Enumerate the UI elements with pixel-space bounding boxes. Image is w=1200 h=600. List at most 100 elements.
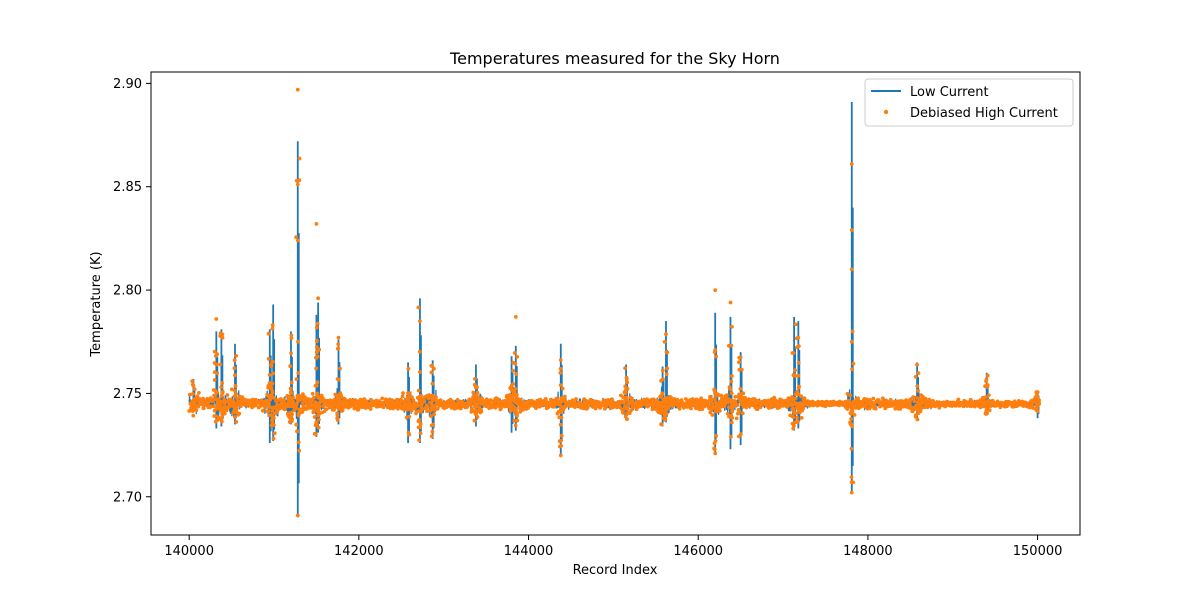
high-current-point	[289, 351, 293, 355]
high-current-point	[275, 409, 280, 413]
high-current-point	[404, 415, 409, 420]
high-current-point	[314, 366, 318, 371]
high-current-point	[659, 422, 664, 427]
high-current-point	[755, 407, 760, 412]
high-current-point	[717, 409, 722, 413]
high-current-point	[665, 366, 670, 371]
high-current-point	[266, 331, 271, 336]
high-current-point	[744, 397, 748, 402]
high-current-point	[271, 359, 275, 364]
high-current-point	[713, 288, 718, 292]
high-current-point	[513, 423, 518, 428]
high-current-point	[910, 409, 915, 414]
high-current-point	[791, 415, 796, 419]
high-current-point	[738, 355, 743, 360]
high-current-point	[270, 323, 275, 328]
high-current-point	[558, 422, 563, 427]
high-current-point	[315, 422, 319, 427]
high-current-point	[331, 403, 336, 408]
high-current-point	[215, 390, 220, 395]
high-current-point	[266, 409, 271, 414]
high-current-point	[473, 377, 477, 381]
x-axis-ticks: 140000 142000 144000 146000 148000 150000	[164, 535, 1062, 559]
high-current-point	[191, 392, 195, 396]
high-current-point	[295, 393, 300, 398]
high-current-point	[432, 405, 437, 410]
high-current-point	[233, 373, 237, 378]
high-current-point	[336, 398, 341, 403]
high-current-point	[314, 345, 319, 349]
high-current-point	[270, 409, 275, 413]
high-current-point	[849, 339, 854, 344]
high-current-point	[984, 402, 989, 407]
high-current-point	[713, 405, 718, 410]
high-current-point	[849, 446, 854, 451]
high-current-point	[337, 404, 342, 408]
high-current-point	[287, 415, 292, 420]
high-current-point	[294, 178, 299, 183]
high-current-point	[801, 406, 806, 411]
high-current-point	[740, 391, 744, 396]
high-current-point	[430, 363, 434, 368]
high-current-point	[260, 408, 265, 413]
high-current-point	[336, 342, 341, 347]
high-current-point	[294, 377, 299, 381]
high-current-point	[332, 408, 336, 412]
high-current-point	[413, 401, 418, 406]
high-current-point	[737, 360, 741, 365]
high-current-point	[212, 378, 217, 382]
high-current-point	[422, 399, 427, 404]
high-current-point	[799, 416, 804, 420]
high-current-point	[849, 228, 854, 233]
y-tick-label: 2.80	[113, 284, 142, 299]
high-current-point	[515, 418, 520, 423]
high-current-point	[508, 397, 513, 401]
x-tick-label: 148000	[843, 544, 893, 559]
high-current-point	[921, 394, 925, 399]
high-current-point	[271, 371, 276, 376]
high-current-point	[479, 409, 484, 414]
high-current-point	[515, 355, 520, 359]
high-current-point	[295, 238, 300, 243]
high-current-point	[729, 434, 733, 439]
high-current-point	[849, 417, 853, 421]
high-current-point	[475, 394, 479, 399]
high-current-point	[850, 367, 854, 372]
high-current-point	[552, 404, 557, 409]
high-current-point	[871, 396, 876, 401]
high-current-point	[898, 407, 903, 411]
high-current-point	[557, 415, 562, 420]
high-current-point	[623, 384, 628, 389]
high-current-point	[295, 429, 299, 434]
high-current-point	[381, 405, 386, 410]
high-current-point	[513, 407, 518, 412]
high-current-point	[549, 397, 553, 402]
plot-frame	[150, 71, 1081, 536]
high-current-point	[913, 414, 918, 419]
high-current-point	[543, 397, 548, 401]
high-current-point	[915, 411, 920, 415]
legend-box	[864, 78, 1074, 127]
high-current-point	[791, 351, 796, 355]
high-current-point	[987, 408, 992, 413]
high-current-point	[425, 409, 429, 413]
high-current-point	[289, 336, 294, 340]
high-current-point	[560, 386, 565, 391]
high-current-point	[849, 162, 854, 166]
high-current-point	[356, 407, 361, 412]
high-current-point	[630, 397, 635, 402]
high-current-point	[190, 382, 195, 387]
chart-title: Temperatures measured for the Sky Horn	[449, 49, 780, 68]
high-current-point	[727, 343, 731, 348]
high-current-point	[338, 366, 342, 371]
high-current-point	[848, 411, 853, 416]
high-current-point	[475, 390, 480, 395]
high-current-point	[220, 415, 225, 420]
high-current-point	[984, 407, 989, 412]
high-current-point	[728, 300, 733, 305]
high-current-point	[514, 372, 518, 376]
high-current-point	[429, 370, 434, 375]
high-current-point	[312, 431, 317, 436]
high-current-point	[849, 490, 854, 495]
x-tick-label: 146000	[673, 544, 723, 559]
